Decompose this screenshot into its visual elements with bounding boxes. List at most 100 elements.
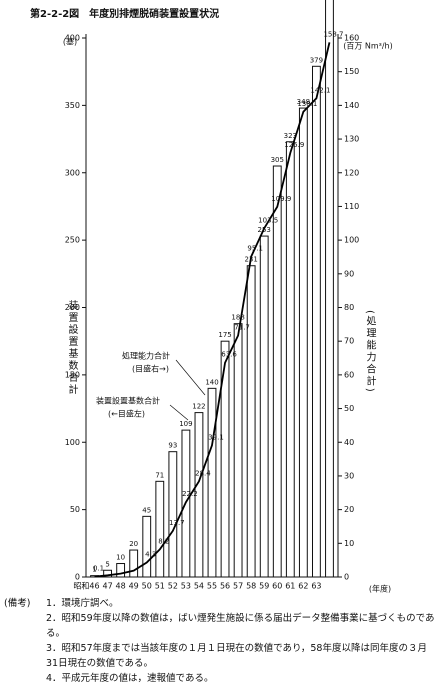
- annotation: 処理能力合計: [122, 351, 170, 361]
- bar: [116, 563, 126, 578]
- line-value-label: 63.6: [221, 351, 237, 359]
- line-value-label: 95.1: [247, 245, 263, 253]
- bar-value-label: 379: [310, 56, 323, 64]
- bar-value-label: 175: [218, 331, 231, 339]
- bar-value-label: 305: [271, 156, 284, 164]
- line-value-label: 71.7: [234, 323, 250, 331]
- y2-tick-label: 0: [344, 573, 349, 582]
- bar: [298, 107, 308, 578]
- line-value-label: 0.1: [93, 565, 104, 573]
- x-tick-label: 63: [311, 582, 321, 591]
- y2-tick-label: 60: [344, 370, 354, 379]
- x-tick-label: 55: [207, 582, 217, 591]
- y2-tick-label: 20: [344, 505, 354, 514]
- bar-value-label: 188: [231, 314, 244, 322]
- annotation: 装置設置基数合計: [96, 396, 160, 406]
- line-value-label: 138.1: [297, 100, 317, 108]
- line-value-label: 125.9: [284, 141, 304, 149]
- note-row: 4．平成元年度の値は，速報値である。: [4, 671, 436, 686]
- note: 1．環境庁調べ。: [46, 598, 119, 609]
- bar-value-label: 140: [205, 378, 218, 386]
- bar: [325, 0, 334, 578]
- x-tick-label: 51: [155, 582, 165, 591]
- bar: [129, 549, 139, 578]
- y2-tick-label: 130: [344, 135, 359, 144]
- bar: [246, 265, 256, 578]
- spacer: [4, 641, 46, 671]
- y2-tick-label: 120: [344, 168, 359, 177]
- x-tick-label: 57: [233, 582, 243, 591]
- bar: [259, 235, 269, 578]
- line-value-label: 109.9: [271, 195, 291, 203]
- note: 2．昭和59年度以降の数値は，ばい煙発生施設に係る届出データ整備事業に基づくもの…: [46, 613, 435, 639]
- y2-tick-label: 80: [344, 303, 354, 312]
- bar: [220, 340, 230, 578]
- y2-tick-label: 100: [344, 236, 359, 245]
- bar: [272, 165, 282, 578]
- y2-tick-label: 10: [344, 539, 354, 548]
- line-value-label: 158.7: [323, 30, 343, 38]
- note: 4．平成元年度の値は，速報値である。: [46, 673, 214, 684]
- bar: [168, 451, 178, 578]
- y-tick-label: 250: [65, 236, 80, 245]
- y2-tick-label: 40: [344, 438, 354, 447]
- x-tick-label: 49: [129, 582, 139, 591]
- note-row: 3．昭和57年度までは当該年度の１月１日現在の数値であり，58年度以降は同年度の…: [4, 641, 436, 671]
- y-axis-label: 装置設置基数合計: [66, 299, 78, 396]
- line-value-label: 39.1: [208, 433, 224, 441]
- x-tick-label: 52: [168, 582, 178, 591]
- note: 3．昭和57年度までは当該年度の１月１日現在の数値であり，58年度以降は同年度の…: [46, 643, 427, 669]
- x-tick-label: 昭和46: [73, 582, 99, 591]
- bar: [207, 387, 217, 578]
- y2-tick-label: 160: [344, 34, 359, 43]
- note-row: 2．昭和59年度以降の数値は，ばい煙発生施設に係る届出データ整備事業に基づくもの…: [4, 611, 436, 641]
- bar: [142, 515, 152, 578]
- y2-tick-label: 150: [344, 67, 359, 76]
- bar: [285, 141, 295, 578]
- annotation: (←目盛左): [108, 409, 145, 419]
- x-tick-label: 58: [246, 582, 256, 591]
- x-tick-label: 47: [102, 582, 112, 591]
- y2-tick-label: 110: [344, 202, 359, 211]
- bar-value-label: 45: [142, 506, 151, 514]
- bar: [233, 323, 243, 578]
- x-tick-label: 53: [181, 582, 191, 591]
- annotation: (目盛右→): [132, 364, 169, 374]
- x-tick-label: 48: [116, 582, 126, 591]
- y-tick-label: 200: [65, 303, 80, 312]
- line-value-label: 142.1: [310, 86, 330, 94]
- line-value-label: 103.5: [258, 216, 278, 224]
- y2-axis-label: (処理能力合計): [364, 310, 376, 394]
- bar-value-label: 109: [179, 420, 192, 428]
- line-value-label: 28.4: [195, 469, 211, 477]
- y-tick-label: 300: [65, 168, 80, 177]
- line-value-label: 8.2: [158, 537, 169, 545]
- bar: [312, 65, 321, 578]
- y-tick-label: 400: [65, 34, 80, 43]
- bar-value-label: 93: [168, 442, 177, 450]
- note-row: (備考) 1．環境庁調べ。: [4, 596, 436, 611]
- spacer: [4, 611, 46, 641]
- y-tick-label: 100: [65, 438, 80, 447]
- bar: [103, 569, 112, 578]
- line-value-label: 13.7: [169, 519, 185, 527]
- bar: [194, 412, 204, 578]
- bar: [155, 480, 165, 578]
- bar-value-label: 71: [155, 471, 164, 479]
- y2-tick-label: 30: [344, 471, 354, 480]
- y2-tick-label: 90: [344, 269, 354, 278]
- y-tick-label: 0: [75, 573, 80, 582]
- bar-value-label: 348: [297, 98, 310, 106]
- bar-value-label: 10: [116, 554, 125, 562]
- bar-value-label: 1: [92, 566, 96, 574]
- y2-tick-label: 140: [344, 101, 359, 110]
- y-tick-label: 350: [65, 101, 80, 110]
- annotation-arrow: [175, 359, 206, 396]
- y2-unit: (百万 Nm³/h): [343, 42, 393, 51]
- x-unit: (年度): [369, 584, 391, 594]
- chart: 第2-2-2図 年度別排煙脱硝装置設置状況 (基) 装置設置基数合計 (百万 N…: [30, 0, 393, 594]
- notes-head: (備考): [4, 598, 31, 609]
- annotation-arrow: [169, 404, 189, 421]
- x-tick-label: 62: [298, 582, 308, 591]
